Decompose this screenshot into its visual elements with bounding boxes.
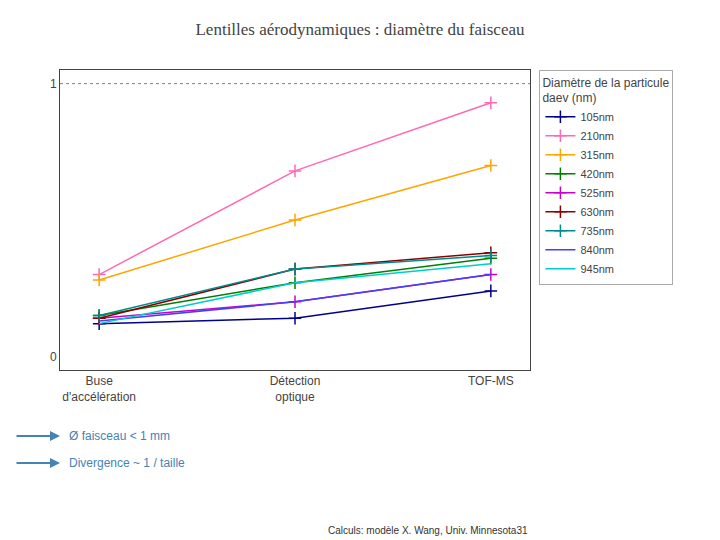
svg-text:1: 1 <box>50 77 57 91</box>
svg-text:735nm: 735nm <box>580 225 614 237</box>
svg-text:Calculs: modèle X. Wang, Univ.: Calculs: modèle X. Wang, Univ. Minnesota… <box>328 525 528 536</box>
svg-text:Divergence ~ 1 / taille: Divergence ~ 1 / taille <box>69 456 185 470</box>
svg-text:0: 0 <box>50 350 57 364</box>
svg-text:210nm: 210nm <box>580 130 614 142</box>
svg-text:TOF-MS: TOF-MS <box>468 374 514 388</box>
svg-text:420nm: 420nm <box>580 168 614 180</box>
svg-text:630nm: 630nm <box>580 206 614 218</box>
svg-text:Détectionoptique: Détectionoptique <box>270 374 321 404</box>
svg-text:840nm: 840nm <box>580 244 614 256</box>
svg-text:Diamètre de la particuledaev (: Diamètre de la particuledaev (nm) <box>542 76 669 106</box>
svg-text:105nm: 105nm <box>580 111 614 123</box>
svg-text:Bused'accélération: Bused'accélération <box>62 374 136 404</box>
svg-text:Ø faisceau < 1 mm: Ø faisceau < 1 mm <box>69 429 170 443</box>
svg-text:315nm: 315nm <box>580 149 614 161</box>
svg-text:Lentilles aérodynamiques : dia: Lentilles aérodynamiques : diamètre du f… <box>195 20 525 39</box>
svg-text:945nm: 945nm <box>580 263 614 275</box>
svg-text:525nm: 525nm <box>580 187 614 199</box>
